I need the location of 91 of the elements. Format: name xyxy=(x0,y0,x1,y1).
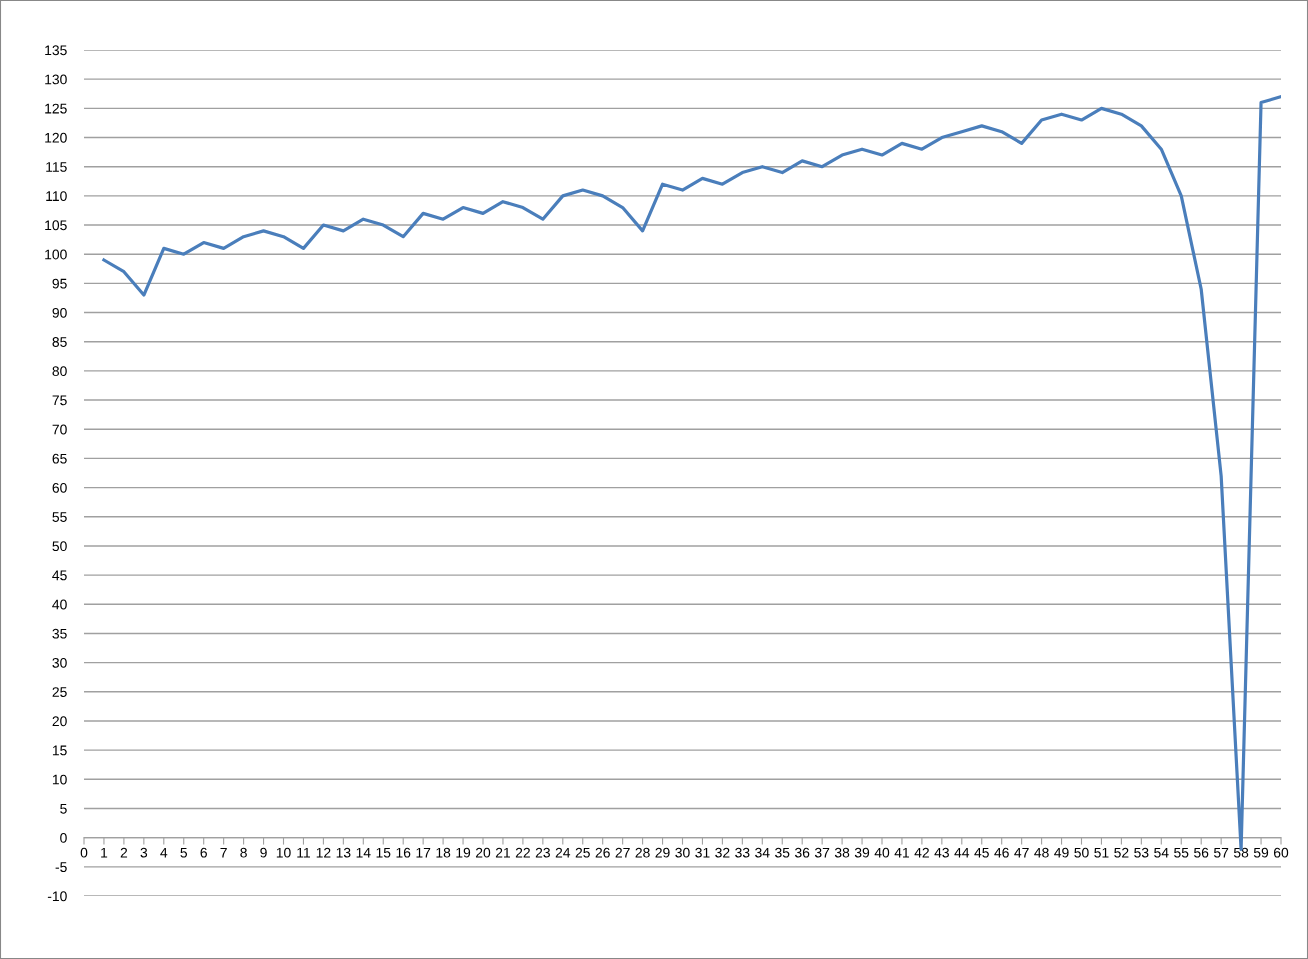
y-tick-label: 100 xyxy=(45,249,67,260)
x-tick-label: 51 xyxy=(1094,847,1109,858)
x-tick-label: 34 xyxy=(755,847,770,858)
x-tick-label: 9 xyxy=(260,847,267,858)
x-tick-label: 39 xyxy=(854,847,870,858)
y-tick-label: 40 xyxy=(52,599,67,610)
x-tick-label: 31 xyxy=(695,847,710,858)
y-tick-label: 5 xyxy=(60,803,67,814)
y-tick-label: 120 xyxy=(45,132,67,143)
x-tick-label: 0 xyxy=(80,847,88,858)
y-tick-label: 130 xyxy=(45,74,67,85)
x-tick-label: 41 xyxy=(894,847,909,858)
y-tick-label: 90 xyxy=(52,307,67,318)
x-tick-label: 57 xyxy=(1213,847,1229,858)
x-tick-label: 25 xyxy=(575,847,590,858)
y-tick-label: -10 xyxy=(47,891,67,902)
x-tick-label: 6 xyxy=(200,847,207,858)
y-tick-label: 10 xyxy=(52,774,67,785)
x-tick-label: 37 xyxy=(814,847,830,858)
x-tick-label: 20 xyxy=(475,847,491,858)
x-tick-label: 1 xyxy=(101,847,108,858)
y-tick-label: 95 xyxy=(52,278,67,289)
x-tick-label: 14 xyxy=(356,847,371,858)
x-tick-label: 11 xyxy=(297,847,310,858)
x-tick-label: 2 xyxy=(120,847,128,858)
y-tick-label: -5 xyxy=(55,862,67,872)
x-tick-label: 13 xyxy=(336,847,351,858)
x-tick-label: 16 xyxy=(396,847,411,858)
y-tick-label: 115 xyxy=(46,162,67,172)
x-tick-label: 59 xyxy=(1253,847,1269,858)
x-tick-label: 4 xyxy=(160,847,168,858)
x-tick-label: 52 xyxy=(1114,847,1129,858)
y-tick-label: 15 xyxy=(52,745,67,756)
x-tick-label: 24 xyxy=(555,847,571,858)
y-tick-label: 85 xyxy=(52,337,67,347)
y-tick-label: 110 xyxy=(46,191,67,202)
x-tick-label: 15 xyxy=(376,847,391,858)
x-tick-label: 45 xyxy=(974,847,989,858)
y-tick-label: 30 xyxy=(52,657,67,668)
x-tick-label: 38 xyxy=(834,847,850,858)
y-tick-label: 75 xyxy=(52,395,67,406)
x-tick-label: 47 xyxy=(1014,847,1029,858)
x-tick-label: 56 xyxy=(1194,847,1209,858)
x-tick-label: 48 xyxy=(1034,847,1049,858)
x-tick-label: 36 xyxy=(795,847,810,858)
y-tick-label: 35 xyxy=(52,628,67,639)
x-tick-label: 50 xyxy=(1074,847,1089,858)
x-tick-label: 32 xyxy=(715,847,730,858)
y-tick-label: 25 xyxy=(52,687,67,697)
x-tick-label: 10 xyxy=(276,847,291,858)
x-tick-label: 5 xyxy=(180,847,188,858)
x-tick-label: 12 xyxy=(316,847,331,858)
y-tick-label: 45 xyxy=(52,570,67,581)
x-tick-label: 33 xyxy=(735,847,750,858)
x-tick-label: 42 xyxy=(914,847,929,858)
x-tick-label: 35 xyxy=(775,847,790,858)
x-tick-label: 3 xyxy=(140,847,148,858)
y-tick-label: 125 xyxy=(45,103,67,114)
x-tick-label: 17 xyxy=(416,847,431,858)
x-tick-label: 18 xyxy=(436,847,451,858)
x-tick-label: 54 xyxy=(1154,847,1169,858)
x-tick-label: 55 xyxy=(1174,847,1189,858)
x-tick-label: 23 xyxy=(535,847,550,858)
x-tick-label: 19 xyxy=(456,847,471,858)
y-tick-label: 20 xyxy=(52,716,67,727)
x-tick-label: 27 xyxy=(615,847,630,858)
y-tick-label: 80 xyxy=(52,366,67,377)
x-tick-label: 53 xyxy=(1134,847,1149,858)
y-tick-label: 50 xyxy=(52,541,67,552)
x-tick-label: 22 xyxy=(515,847,530,858)
x-tick-label: 43 xyxy=(934,847,949,858)
x-tick-label: 8 xyxy=(240,847,247,858)
y-tick-label: 65 xyxy=(52,453,67,464)
x-tick-label: 30 xyxy=(675,847,690,858)
y-tick-label: 60 xyxy=(52,482,67,493)
x-tick-label: 28 xyxy=(635,847,650,858)
x-tick-label: 60 xyxy=(1273,847,1289,858)
x-tick-label: 49 xyxy=(1054,847,1069,858)
x-tick-label: 46 xyxy=(994,847,1009,858)
y-tick-label: 105 xyxy=(45,220,67,231)
x-tick-label: 21 xyxy=(495,847,510,858)
y-tick-label: 55 xyxy=(52,512,67,522)
x-tick-label: 26 xyxy=(595,847,610,858)
x-tick-label: 40 xyxy=(874,847,890,858)
x-tick-label: 44 xyxy=(954,847,970,858)
x-tick-label: 58 xyxy=(1233,847,1249,858)
y-tick-label: 0 xyxy=(60,832,67,843)
y-tick-label: 70 xyxy=(52,424,67,435)
y-tick-label: 135 xyxy=(45,45,67,56)
x-tick-label: 7 xyxy=(220,847,227,858)
x-tick-label: 29 xyxy=(655,847,670,858)
